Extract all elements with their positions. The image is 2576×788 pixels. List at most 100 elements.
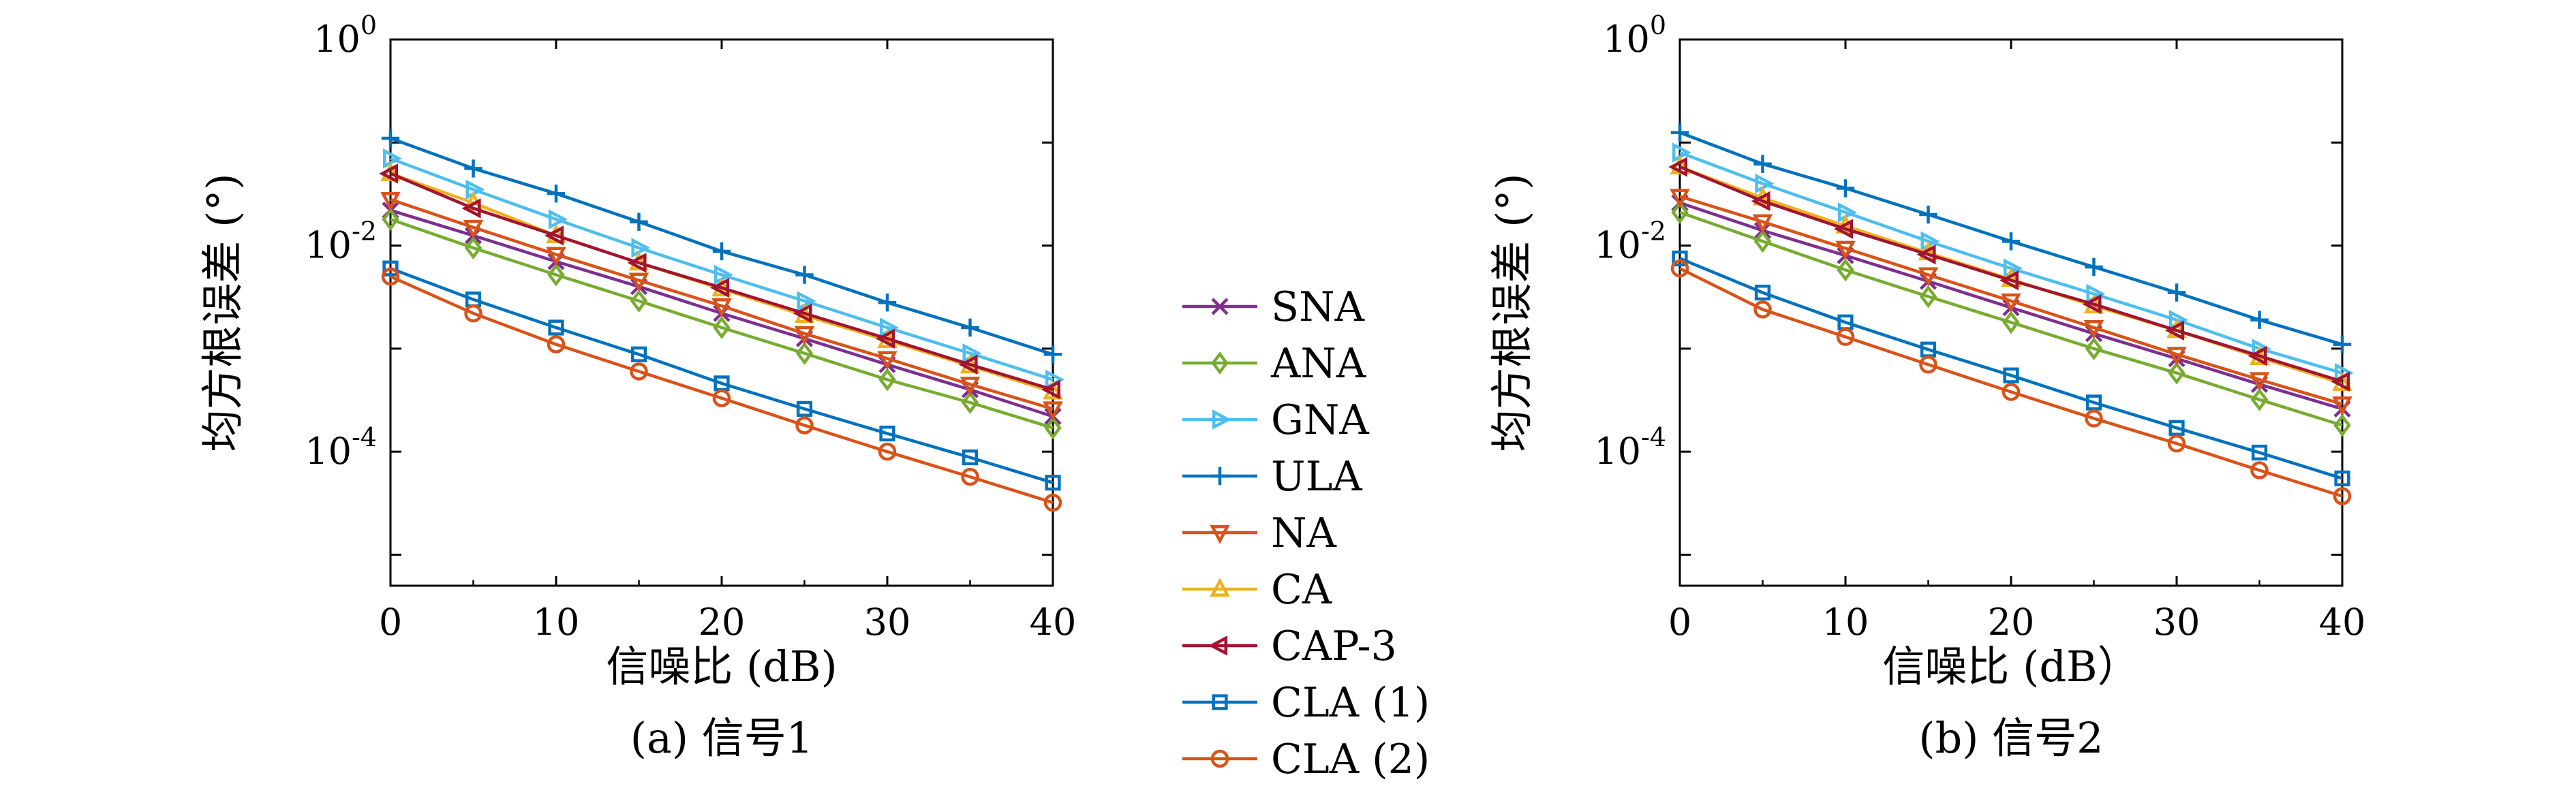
data-point xyxy=(796,400,813,417)
data-point xyxy=(1670,259,1689,278)
data-point xyxy=(793,303,812,324)
data-point xyxy=(1836,179,1855,198)
data-point xyxy=(545,225,564,246)
data-point xyxy=(2334,470,2350,487)
y-tick-label: 10-2 xyxy=(305,217,377,267)
data-point xyxy=(1672,142,1691,163)
data-point xyxy=(2166,347,2187,366)
data-point xyxy=(547,184,566,203)
y-axis-label: 均方根误差 (°) xyxy=(1487,173,1537,452)
chart-caption: (a) 信号1 xyxy=(630,713,814,763)
data-point xyxy=(631,238,651,258)
series-cla-1 xyxy=(382,260,1061,491)
data-point xyxy=(795,266,814,284)
data-point xyxy=(2333,487,2352,505)
data-point xyxy=(1752,214,1773,234)
data-point xyxy=(878,368,896,392)
data-point xyxy=(2082,294,2102,315)
series-ana xyxy=(1671,200,2351,437)
legend-marker xyxy=(1212,694,1228,710)
data-point xyxy=(382,148,402,169)
data-point xyxy=(1044,416,1062,440)
legend-marker xyxy=(1210,524,1230,544)
data-point xyxy=(2167,434,2186,453)
series-cla-1 xyxy=(1672,250,2350,487)
data-point xyxy=(2002,232,2021,251)
data-point xyxy=(710,277,730,298)
data-point xyxy=(2168,361,2186,385)
data-point xyxy=(961,391,979,414)
data-point xyxy=(463,219,484,239)
series-line xyxy=(390,157,1054,381)
data-point xyxy=(1751,191,1770,212)
data-point xyxy=(1043,345,1062,364)
series-cla-2 xyxy=(381,267,1062,512)
series-cap-3 xyxy=(1668,157,2350,392)
data-point xyxy=(547,335,566,353)
legend-item: CLA (1) xyxy=(1182,679,1430,727)
series-line xyxy=(390,275,1054,505)
legend-label: NA xyxy=(1271,509,1337,557)
data-point xyxy=(1043,493,1062,512)
legend-item: CA xyxy=(1182,566,1332,614)
data-point xyxy=(2085,336,2103,360)
legend-item: ULA xyxy=(1182,453,1362,501)
x-tick-label: 20 xyxy=(1988,601,2035,644)
data-point xyxy=(2333,413,2351,437)
data-point xyxy=(2085,257,2103,277)
data-point xyxy=(381,267,400,286)
series-line xyxy=(390,266,1054,484)
y-tick-label: 10-2 xyxy=(1594,217,1666,267)
legend: SNA ANA GNA ULA NA CA CAP-3 CLA (1) CLA (2) xyxy=(1182,283,1430,783)
legend-label: CLA (2) xyxy=(1271,736,1430,783)
legend-item: GNA xyxy=(1182,396,1369,444)
series-line xyxy=(1679,195,2343,406)
data-point xyxy=(879,425,895,442)
legend-item: NA xyxy=(1182,509,1337,557)
data-point xyxy=(1999,270,2019,291)
chart-caption: (b) 信号2 xyxy=(1918,713,2103,763)
data-point xyxy=(1041,379,1061,400)
x-tick-label: 0 xyxy=(1668,601,1691,644)
data-point xyxy=(630,362,648,381)
x-axis-label: 信噪比 (dB) xyxy=(606,642,837,691)
data-point xyxy=(877,351,898,371)
series-ca xyxy=(1670,155,2352,391)
data-point xyxy=(1753,155,1772,173)
data-point xyxy=(630,346,647,362)
data-point xyxy=(876,328,895,349)
data-point xyxy=(464,236,482,259)
series-gna xyxy=(1672,142,2354,383)
legend-item: SNA xyxy=(1182,283,1365,331)
series-ula xyxy=(1670,123,2352,353)
data-point xyxy=(2083,319,2104,339)
data-point xyxy=(628,272,649,292)
x-tick-label: 10 xyxy=(1822,601,1869,644)
series-line xyxy=(390,217,1054,430)
data-point xyxy=(547,263,565,287)
data-point xyxy=(2249,372,2270,392)
data-point xyxy=(712,242,731,261)
data-point xyxy=(2168,420,2185,436)
data-point xyxy=(1672,250,1688,267)
data-point xyxy=(714,264,733,285)
series-na xyxy=(1670,189,2352,416)
data-point xyxy=(464,304,482,323)
x-tick-label: 40 xyxy=(1030,601,1077,644)
data-point xyxy=(1043,401,1063,421)
data-point xyxy=(546,247,566,266)
data-point xyxy=(1668,157,1688,177)
data-point xyxy=(2001,293,2021,313)
data-point xyxy=(797,291,816,311)
data-point xyxy=(1835,240,1856,260)
data-point xyxy=(2085,409,2103,428)
y-tick-label: 10-4 xyxy=(1594,422,1666,473)
data-point xyxy=(2332,396,2352,416)
data-point xyxy=(1045,475,1061,491)
data-point xyxy=(1916,244,1936,265)
data-point xyxy=(1919,285,1937,309)
data-point xyxy=(1836,328,1855,346)
x-tick-label: 30 xyxy=(864,601,911,644)
legend-label: CLA (1) xyxy=(1271,679,1430,727)
